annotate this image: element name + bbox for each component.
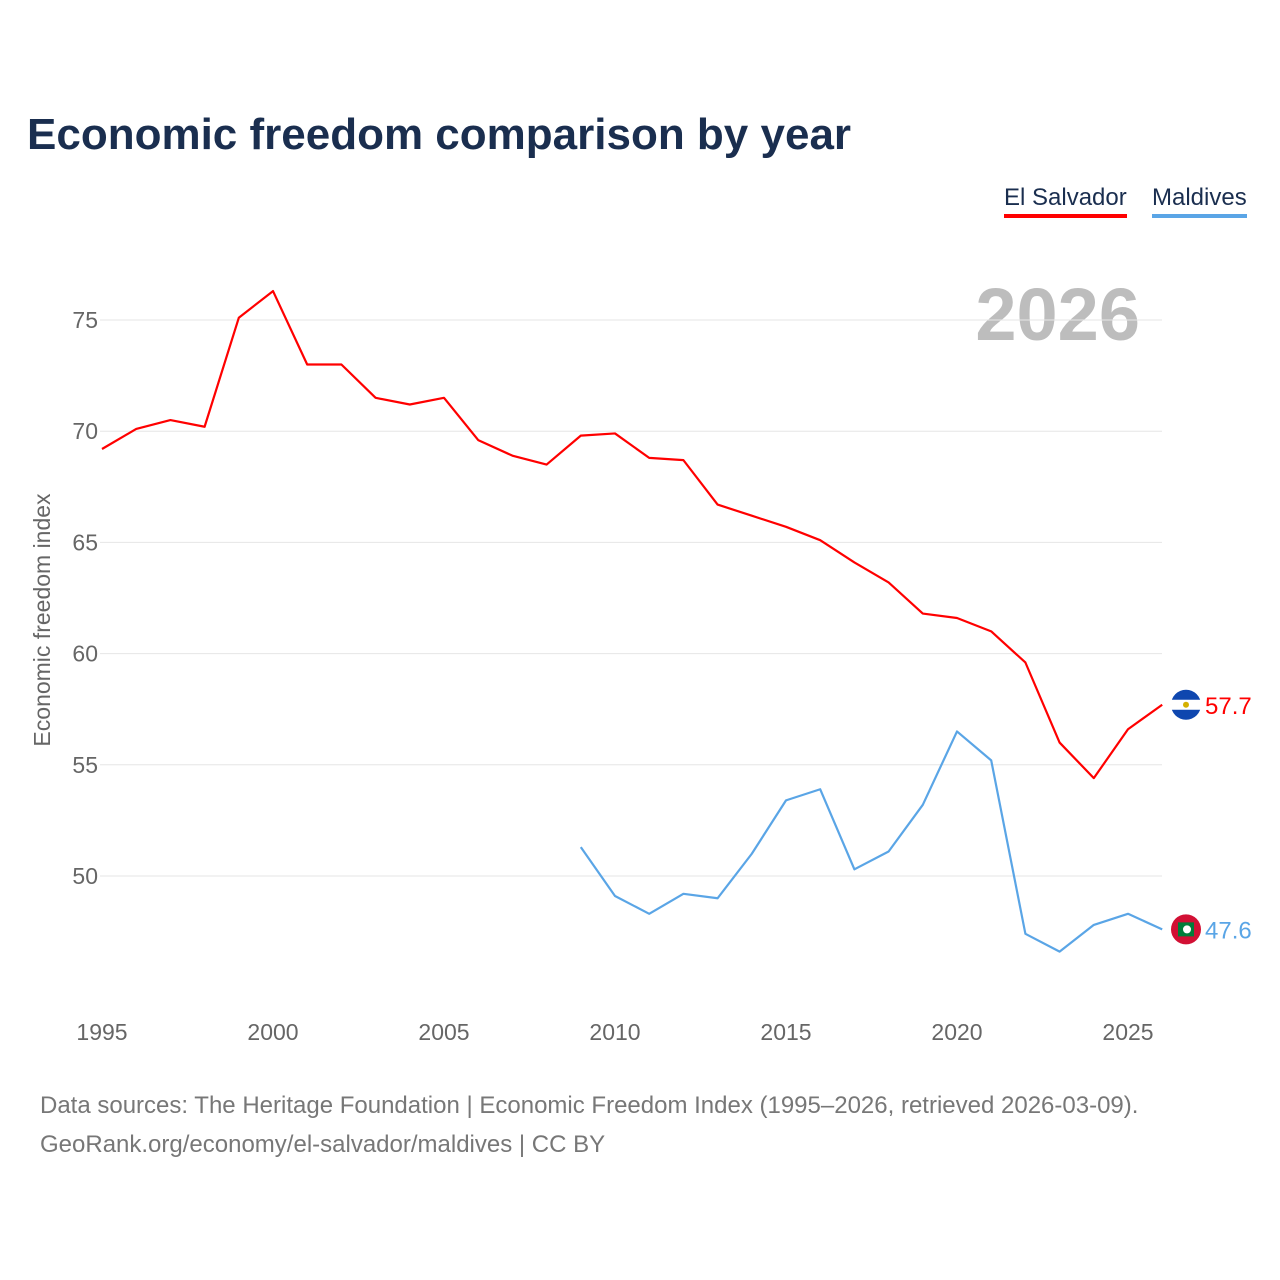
- flag-crescent: [1183, 925, 1191, 934]
- y-tick-label: 55: [72, 752, 98, 778]
- flag-icon-maldives: [1171, 914, 1201, 945]
- year-watermark: 2026: [975, 273, 1140, 356]
- footer-link[interactable]: GeoRank.org/economy/el-salvador/maldives…: [40, 1131, 606, 1158]
- y-tick-label: 60: [72, 641, 98, 667]
- series-line-el-salvador: [101, 289, 1163, 780]
- y-tick-label: 65: [72, 529, 98, 555]
- x-tick-label: 2000: [247, 1019, 298, 1045]
- x-tick-label: 2015: [760, 1019, 811, 1045]
- legend-el-salvador[interactable]: El Salvador: [1004, 184, 1127, 218]
- end-value-label: 47.6: [1205, 917, 1252, 944]
- y-axis-label: Economic freedom index: [29, 493, 55, 747]
- footer-sources: Data sources: The Heritage Foundation | …: [40, 1092, 1139, 1119]
- y-tick-label: 70: [72, 418, 98, 444]
- y-tick-label: 50: [72, 863, 98, 889]
- footer: Data sources: The Heritage Foundation | …: [40, 1086, 1138, 1164]
- x-tick-label: 2020: [931, 1019, 982, 1045]
- x-tick-label: 2005: [418, 1019, 469, 1045]
- legend-maldives[interactable]: Maldives: [1152, 184, 1247, 218]
- series-line-maldives: [579, 730, 1163, 953]
- x-tick-label: 2025: [1102, 1019, 1153, 1045]
- chart-title: Economic freedom comparison by year: [27, 110, 852, 159]
- y-tick-label: 75: [72, 307, 98, 333]
- end-value-label: 57.7: [1205, 693, 1252, 720]
- flag-icon-el-salvador: [1171, 689, 1201, 720]
- flag-emblem: [1183, 701, 1189, 708]
- x-tick-label: 2010: [589, 1019, 640, 1045]
- x-tick-label: 1995: [76, 1019, 127, 1045]
